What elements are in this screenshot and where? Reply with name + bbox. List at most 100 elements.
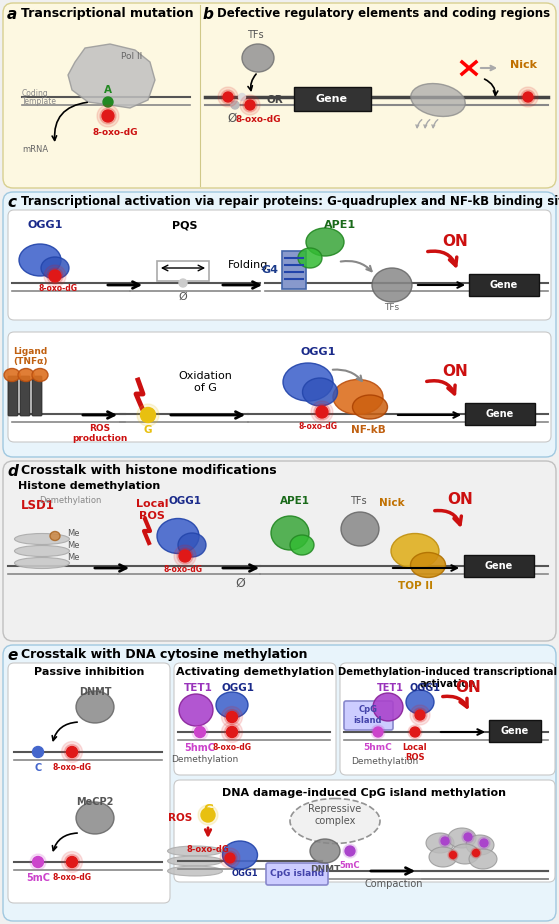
Circle shape xyxy=(100,108,116,124)
Circle shape xyxy=(179,279,187,287)
FancyArrowPatch shape xyxy=(443,697,467,707)
Text: mRNA: mRNA xyxy=(22,145,48,154)
Circle shape xyxy=(408,725,422,739)
Text: G: G xyxy=(203,803,213,816)
Ellipse shape xyxy=(32,369,48,382)
Text: OGG1: OGG1 xyxy=(300,347,336,357)
FancyBboxPatch shape xyxy=(3,3,556,188)
FancyArrowPatch shape xyxy=(333,370,362,381)
Circle shape xyxy=(316,406,328,418)
FancyBboxPatch shape xyxy=(465,403,535,425)
Circle shape xyxy=(67,747,78,758)
Text: Ø: Ø xyxy=(179,292,187,302)
Ellipse shape xyxy=(448,828,476,848)
FancyBboxPatch shape xyxy=(344,701,393,730)
Text: Local
ROS: Local ROS xyxy=(402,743,427,762)
Text: Crosstalk with histone modifications: Crosstalk with histone modifications xyxy=(21,464,277,477)
Circle shape xyxy=(239,93,245,101)
Text: Histone demethylation: Histone demethylation xyxy=(18,481,160,491)
Circle shape xyxy=(30,854,46,870)
Circle shape xyxy=(44,265,66,287)
Text: OGG1: OGG1 xyxy=(221,683,254,693)
Circle shape xyxy=(448,850,458,860)
Text: Demethylation: Demethylation xyxy=(172,755,239,764)
Text: ON: ON xyxy=(447,492,473,506)
Text: Defective regulatory elements and coding regions: Defective regulatory elements and coding… xyxy=(217,7,550,20)
Ellipse shape xyxy=(391,533,439,568)
Text: 8-oxo-dG: 8-oxo-dG xyxy=(299,422,338,431)
Circle shape xyxy=(192,724,208,740)
Circle shape xyxy=(174,545,196,567)
Text: b: b xyxy=(203,7,214,22)
Text: 8-oxo-dG: 8-oxo-dG xyxy=(212,743,252,752)
FancyBboxPatch shape xyxy=(3,192,556,457)
Ellipse shape xyxy=(290,798,380,844)
Text: Demethylation: Demethylation xyxy=(39,496,101,505)
Text: Template: Template xyxy=(22,96,57,105)
Ellipse shape xyxy=(242,44,274,72)
Text: a: a xyxy=(7,7,17,22)
Text: 5hmC: 5hmC xyxy=(184,743,216,753)
Circle shape xyxy=(371,725,385,739)
Text: Crosstalk with DNA cytosine methylation: Crosstalk with DNA cytosine methylation xyxy=(21,648,307,661)
FancyBboxPatch shape xyxy=(8,663,170,903)
Circle shape xyxy=(61,852,83,872)
Text: OR: OR xyxy=(267,95,283,105)
Circle shape xyxy=(518,87,538,107)
Ellipse shape xyxy=(310,839,340,863)
Text: APE1: APE1 xyxy=(324,220,356,230)
FancyBboxPatch shape xyxy=(8,376,18,416)
Text: CpG
island: CpG island xyxy=(354,705,382,724)
Circle shape xyxy=(523,92,533,102)
Ellipse shape xyxy=(306,228,344,256)
Text: 8-oxo-dG: 8-oxo-dG xyxy=(39,284,78,293)
Ellipse shape xyxy=(76,691,114,723)
Ellipse shape xyxy=(410,553,446,578)
Text: DNA damage-induced CpG island methylation: DNA damage-induced CpG island methylatio… xyxy=(222,788,506,798)
FancyBboxPatch shape xyxy=(266,863,328,885)
Text: NF-kB: NF-kB xyxy=(350,425,385,435)
Text: 8-oxo-dG: 8-oxo-dG xyxy=(235,115,281,124)
FancyArrowPatch shape xyxy=(435,511,461,525)
Circle shape xyxy=(179,550,191,562)
Text: Demethylation: Demethylation xyxy=(352,757,419,766)
Text: Gene: Gene xyxy=(501,726,529,736)
Circle shape xyxy=(225,710,239,724)
Text: 8-oxo-dG: 8-oxo-dG xyxy=(53,873,92,882)
Text: TET1: TET1 xyxy=(183,683,212,693)
Text: Me: Me xyxy=(67,553,79,562)
Text: CpG island: CpG island xyxy=(270,869,324,879)
Circle shape xyxy=(415,710,425,720)
Text: Gene: Gene xyxy=(485,561,513,571)
Ellipse shape xyxy=(179,694,213,726)
Text: Passive inhibition: Passive inhibition xyxy=(34,667,144,677)
Circle shape xyxy=(221,722,243,743)
Text: Gene: Gene xyxy=(486,409,514,419)
Text: d: d xyxy=(7,464,18,479)
Circle shape xyxy=(314,404,330,420)
Text: ON: ON xyxy=(442,364,468,380)
Circle shape xyxy=(462,831,474,843)
FancyBboxPatch shape xyxy=(282,251,306,289)
Text: Me: Me xyxy=(67,529,79,538)
Circle shape xyxy=(201,808,215,822)
Text: TOP II: TOP II xyxy=(397,581,433,591)
Circle shape xyxy=(480,839,488,847)
Circle shape xyxy=(140,407,155,422)
Text: TFs: TFs xyxy=(350,496,366,506)
Circle shape xyxy=(410,705,430,725)
Ellipse shape xyxy=(50,531,60,541)
Text: Me: Me xyxy=(67,541,79,550)
Ellipse shape xyxy=(271,516,309,550)
Circle shape xyxy=(102,110,114,122)
FancyArrowPatch shape xyxy=(416,120,422,128)
Text: G: G xyxy=(144,425,152,435)
Circle shape xyxy=(521,90,535,104)
FancyBboxPatch shape xyxy=(3,645,556,921)
FancyBboxPatch shape xyxy=(174,663,336,775)
Circle shape xyxy=(225,724,239,739)
Circle shape xyxy=(32,857,44,868)
Text: Gene: Gene xyxy=(490,280,518,290)
Ellipse shape xyxy=(4,369,20,382)
Text: LSD1: LSD1 xyxy=(21,499,55,512)
